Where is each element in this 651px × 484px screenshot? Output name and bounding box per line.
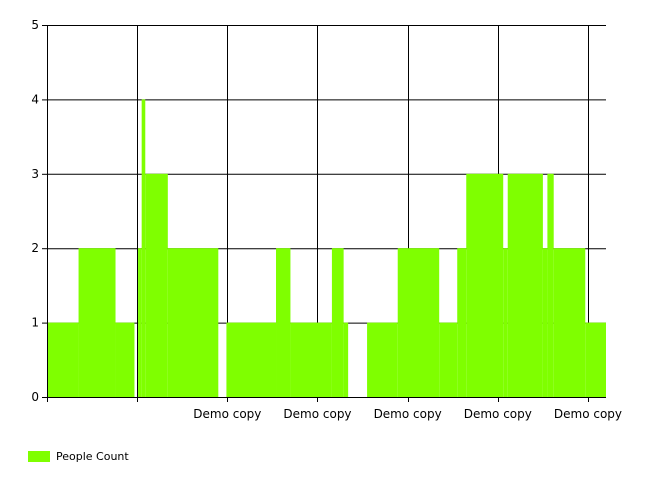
area-step: [397, 248, 440, 397]
y-tick-label: 5: [31, 18, 39, 32]
axes: [42, 25, 606, 402]
area-step: [167, 248, 219, 397]
area-step: [276, 248, 291, 397]
area-step: [547, 173, 554, 397]
area-step: [47, 322, 79, 397]
area-step: [439, 322, 458, 397]
y-tick-label: 3: [31, 167, 39, 181]
x-tick-label: Demo copy: [374, 407, 442, 421]
area-step: [115, 322, 135, 397]
area-step: [290, 322, 332, 397]
area-step: [141, 99, 146, 398]
area-step: [585, 322, 606, 397]
area-step: [553, 248, 586, 397]
area-step: [226, 322, 277, 397]
area-step: [145, 173, 168, 397]
area-step: [78, 248, 116, 397]
x-tick-label: Demo copy: [464, 407, 532, 421]
x-tick-label: Demo copy: [554, 407, 622, 421]
legend-swatch: [28, 451, 50, 462]
x-axis-tick-labels: Demo copy Demo copy Demo copy Demo copy Demo…: [193, 407, 622, 421]
area-step: [503, 248, 508, 397]
y-tick-label: 4: [31, 92, 39, 106]
legend-label: People Count: [56, 450, 129, 463]
area-step: [138, 248, 142, 397]
y-tick-label: 0: [31, 390, 39, 404]
y-tick-label: 1: [31, 316, 39, 330]
y-axis-tick-labels: 0 1 2 3 4 5: [31, 18, 39, 404]
legend: People Count: [28, 450, 129, 463]
area-step: [466, 173, 504, 397]
x-tick-label: Demo copy: [193, 407, 261, 421]
area-series-people-count: [47, 99, 606, 398]
area-step: [507, 173, 543, 397]
area-step: [542, 248, 548, 397]
y-tick-label: 2: [31, 241, 39, 255]
x-tick-label: Demo copy: [283, 407, 351, 421]
area-step: [343, 322, 349, 397]
area-step: [367, 322, 398, 397]
area-step: [331, 248, 344, 397]
area-step: [457, 248, 467, 397]
